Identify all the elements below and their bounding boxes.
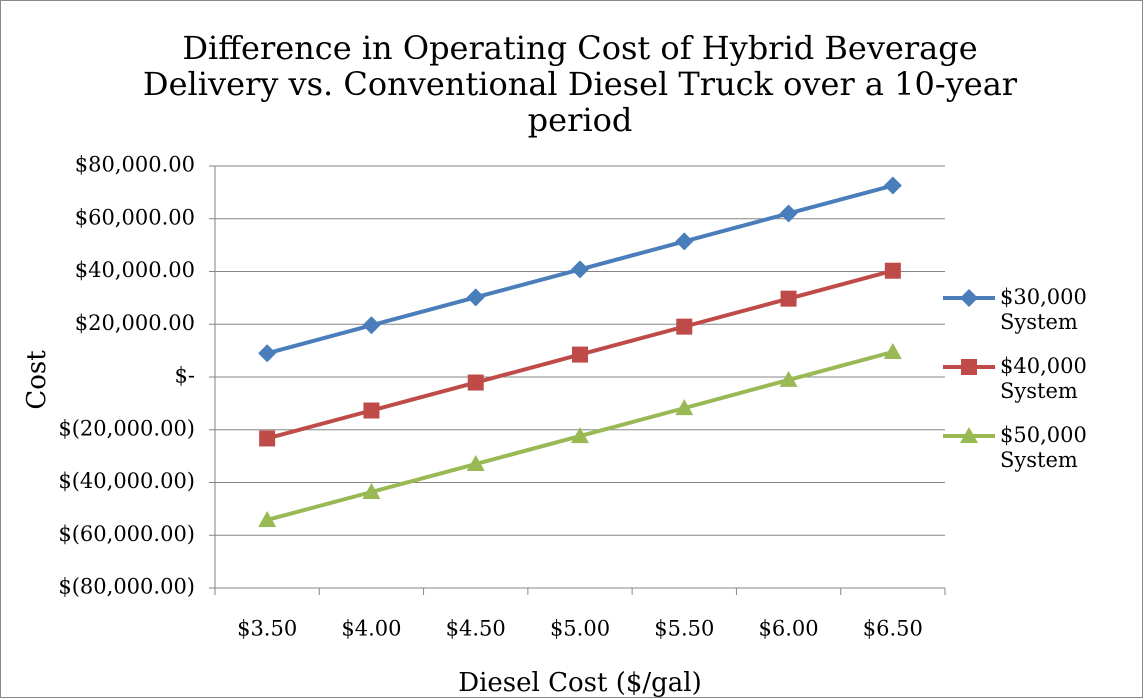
marker: [883, 176, 902, 195]
legend-label: $40,000 System: [1000, 354, 1087, 403]
y-axis-label: Cost: [22, 350, 52, 410]
y-tick-label: $80,000.00: [75, 153, 195, 177]
y-tick-label: $(80,000.00): [58, 575, 195, 599]
y-tick-label: $-: [175, 364, 195, 388]
y-tick-label: $(20,000.00): [58, 416, 195, 440]
marker: [571, 427, 589, 444]
y-tick-label: $60,000.00: [75, 205, 195, 229]
marker: [884, 262, 901, 279]
chart-title: Difference in Operating Cost of Hybrid B…: [142, 29, 1018, 139]
x-tick-label: $5.50: [654, 617, 714, 641]
marker: [572, 346, 588, 363]
x-tick-label: $4.00: [341, 617, 401, 641]
marker: [467, 374, 484, 391]
marker: [571, 260, 589, 279]
x-tick-label: $5.00: [550, 617, 610, 641]
marker: [258, 344, 277, 363]
legend-marker: [961, 359, 977, 375]
marker: [675, 232, 694, 251]
marker: [466, 455, 485, 472]
marker: [779, 204, 798, 223]
legend-label: $50,000 System: [1000, 423, 1087, 472]
x-tick-label: $6.50: [863, 617, 923, 641]
x-tick-label: $4.50: [446, 617, 506, 641]
x-tick-label: $6.00: [759, 617, 819, 641]
legend-marker: [960, 427, 978, 443]
y-tick-label: $40,000.00: [75, 258, 195, 282]
legend-marker: [960, 289, 978, 307]
marker: [362, 482, 381, 499]
marker: [258, 510, 277, 527]
marker: [363, 402, 380, 419]
marker: [259, 430, 276, 447]
marker: [779, 370, 798, 387]
legend-label: $30,000 System: [1000, 285, 1087, 334]
marker: [675, 399, 694, 416]
y-tick-label: $20,000.00: [75, 311, 195, 335]
marker: [780, 290, 797, 307]
marker: [883, 342, 902, 359]
marker: [676, 318, 693, 335]
x-axis-label: Diesel Cost ($/gal): [458, 668, 702, 698]
marker: [466, 288, 485, 307]
x-tick-label: $3.50: [237, 617, 297, 641]
marker: [362, 316, 381, 335]
y-tick-label: $(40,000.00): [58, 469, 195, 493]
y-tick-label: $(60,000.00): [58, 522, 195, 546]
